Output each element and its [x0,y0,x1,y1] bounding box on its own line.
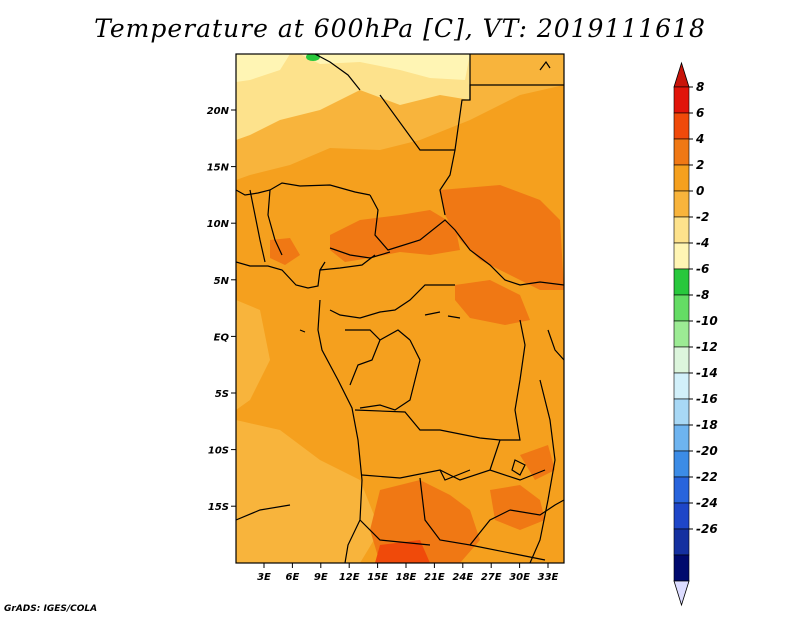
colorbar-top-arrow [673,61,690,88]
country-borders [236,54,564,563]
temperature-field [236,54,564,563]
lon-label: 24E [452,572,473,583]
footer-credit: GrADS: IGES/COLA [4,604,98,614]
lat-label: 10S [208,446,229,457]
longitude-axis: 3E 6E 9E 12E 15E 18E 21E 24E 27E 30E 33E [257,563,559,583]
colorbar-label: -8 [696,288,709,302]
colorbar-swatch [673,268,690,296]
colorbar-label: -12 [696,340,718,354]
colorbar-label: -2 [696,210,709,224]
colorbar-swatch [673,294,690,322]
lon-label: 27E [481,572,502,583]
colorbar-swatch [673,554,690,582]
colorbar-swatch [673,86,690,114]
colorbar-label: -16 [696,392,718,406]
lon-label: 18E [396,572,417,583]
colorbar-label: -14 [696,366,718,380]
colorbar-label: 0 [696,184,704,198]
lon-label: 30E [509,572,530,583]
colorbar-label: -26 [696,522,718,536]
lon-label: 21E [424,572,445,583]
lon-label: 9E [314,572,328,583]
lat-label: EQ [214,332,230,343]
colorbar-swatch [673,242,690,270]
colorbar-swatch [673,112,690,140]
colorbar-swatch [673,372,690,400]
colorbar-label: 6 [696,106,704,120]
colorbar-label: -18 [696,418,718,432]
colorbar-label: -24 [696,496,718,510]
lat-label: 10N [207,219,230,230]
colorbar-swatch [673,346,690,374]
colorbar-bottom-arrow [673,580,690,607]
colorbar-swatch [673,164,690,192]
lon-label: 3E [257,572,271,583]
colorbar-label: 2 [696,158,704,172]
colorbar-swatch [673,190,690,218]
lon-label: 6E [286,572,300,583]
lon-label: 33E [538,572,559,583]
colorbar-swatch [673,320,690,348]
lat-label: 5N [214,276,230,287]
lat-label: 15S [208,502,229,513]
colorbar-label: 8 [696,80,704,94]
colorbar-label: -4 [696,236,709,250]
colorbar-swatch [673,528,690,556]
colorbar-swatch [673,502,690,530]
colorbar-label: 4 [695,132,704,146]
colorbar-swatch [673,138,690,166]
colorbar-swatch [673,424,690,452]
lat-label: 20N [207,106,230,117]
lat-label: 5S [215,389,229,400]
colorbar-swatch [673,216,690,244]
latitude-axis: 20N 15N 10N 5N EQ 5S 10S 15S [207,106,236,513]
colorbar-label: -10 [696,314,718,328]
colorbar-swatch [673,476,690,504]
map-frame [235,53,565,564]
lon-label: 15E [367,572,388,583]
lon-label: 12E [339,572,360,583]
colorbar-swatch [673,398,690,426]
lat-label: 15N [207,163,230,174]
colorbar-label: -20 [696,444,718,458]
colorbar-label: -22 [696,470,718,484]
colorbar-label: -6 [696,262,709,276]
colorbar: 8 6 4 2 0 -2 -4 -6 -8 -10 -12 -14 -16 -18 -20 -22 -24 -26 [673,61,718,607]
map-title: Temperature at 600hPa [C], VT: 201911161… [94,14,706,43]
colorbar-swatch [673,450,690,478]
